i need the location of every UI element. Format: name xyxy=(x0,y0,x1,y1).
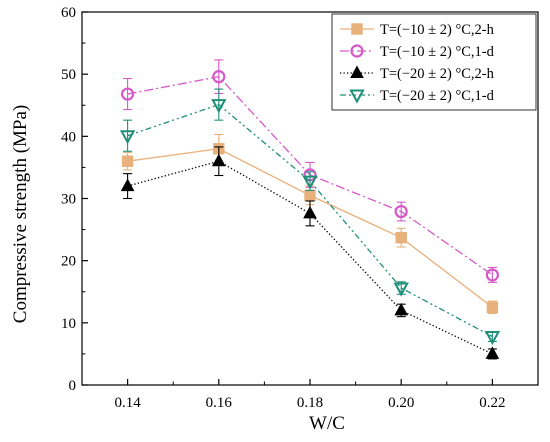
y-tick-label: 60 xyxy=(61,5,76,21)
data-point xyxy=(485,346,500,359)
series-4 xyxy=(119,88,501,346)
y-tick-label: 40 xyxy=(61,129,76,145)
legend-swatch-marker xyxy=(351,23,363,35)
legend-entry-label: T=(−20 ± 2) °C,2-h xyxy=(380,66,495,82)
x-tick-label: 0.22 xyxy=(479,395,505,411)
data-point xyxy=(120,87,135,101)
x-tick-label: 0.14 xyxy=(114,395,141,411)
y-tick-label: 0 xyxy=(69,378,77,394)
x-tick-label: 0.20 xyxy=(388,395,414,411)
legend-entry-label: T=(−10 ± 2) °C,2-h xyxy=(380,22,495,38)
legend-swatch-marker xyxy=(349,89,365,104)
data-point xyxy=(211,99,227,114)
x-axis-title: W/C xyxy=(309,413,345,434)
data-point xyxy=(121,155,134,167)
data-point xyxy=(486,301,499,313)
y-tick-label: 10 xyxy=(61,316,76,332)
series-layer xyxy=(119,59,501,360)
legend-entry-label: T=(−10 ± 2) °C,1-d xyxy=(380,44,495,60)
data-point xyxy=(303,205,317,219)
series-3 xyxy=(120,146,500,360)
x-tick-label: 0.16 xyxy=(206,395,233,411)
legend-swatch-marker xyxy=(350,44,364,58)
data-point xyxy=(393,282,409,297)
x-tick-label: 0.18 xyxy=(297,395,323,411)
y-tick-label: 30 xyxy=(61,192,76,208)
data-point xyxy=(484,331,501,346)
y-axis-ticks: 0 10 20 30 40 50 60 xyxy=(61,5,88,394)
data-point xyxy=(302,175,318,190)
data-point xyxy=(120,178,135,192)
data-point xyxy=(304,189,316,202)
y-axis-title: Compressive strength (MPa) xyxy=(10,105,31,323)
data-point xyxy=(394,204,408,219)
legend-box xyxy=(331,13,537,111)
data-point xyxy=(394,302,409,316)
data-point xyxy=(119,130,136,145)
y-tick-label: 20 xyxy=(61,254,76,270)
data-point xyxy=(395,231,407,244)
series-4-line xyxy=(127,103,493,338)
data-point xyxy=(211,153,226,167)
legend-entry-label: T=(−20 ± 2) °C,1-d xyxy=(380,88,495,104)
data-point xyxy=(212,70,226,84)
y-tick-label: 50 xyxy=(61,67,76,83)
legend: T=(−10 ± 2) °C,2-h T=(−10 ± 2) °C,1-d T=(−… xyxy=(331,13,537,111)
legend-swatch-marker xyxy=(350,65,364,78)
data-point xyxy=(485,268,499,282)
x-axis-ticks: 0.14 0.16 0.18 0.20 0.22 xyxy=(81,379,539,411)
